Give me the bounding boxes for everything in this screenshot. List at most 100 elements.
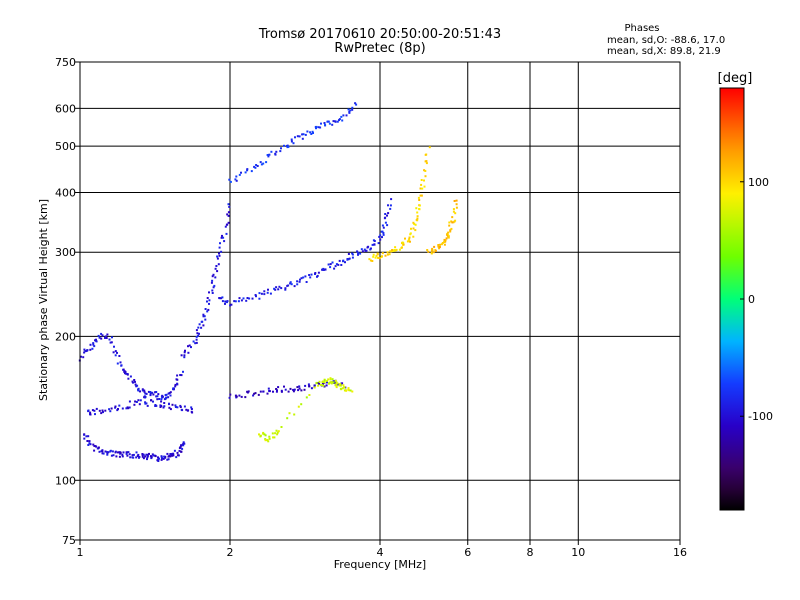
data-point — [139, 390, 141, 393]
data-point — [218, 297, 221, 299]
data-point — [419, 187, 422, 190]
x-tick-label: 2 — [227, 546, 234, 559]
data-point — [455, 206, 458, 209]
data-point — [434, 249, 437, 252]
data-point — [198, 332, 200, 335]
data-point — [382, 233, 385, 236]
data-point — [136, 455, 139, 457]
data-point — [250, 170, 253, 173]
data-point — [330, 382, 333, 385]
data-point — [309, 131, 312, 134]
data-point — [93, 445, 96, 447]
data-point — [386, 224, 389, 227]
data-point — [152, 400, 154, 403]
data-point — [158, 398, 161, 400]
data-point — [83, 437, 86, 440]
data-point — [146, 456, 149, 459]
data-point — [328, 382, 331, 385]
data-point — [108, 338, 111, 341]
data-point — [149, 455, 152, 458]
data-point — [354, 102, 357, 105]
data-point — [112, 351, 115, 354]
data-point — [92, 342, 95, 345]
data-point — [425, 162, 428, 165]
data-point — [386, 253, 389, 256]
data-point — [88, 442, 91, 445]
data-point — [235, 175, 238, 178]
data-point — [251, 297, 254, 300]
data-point — [347, 387, 350, 390]
data-point — [394, 246, 397, 249]
data-point — [280, 426, 283, 428]
data-point — [208, 302, 210, 305]
data-point — [317, 384, 320, 387]
data-point — [347, 258, 350, 261]
data-point — [165, 396, 168, 399]
data-point — [313, 386, 316, 389]
data-point — [341, 119, 344, 122]
data-point — [386, 251, 389, 254]
data-point — [106, 333, 109, 336]
data-point — [378, 235, 381, 238]
data-point — [129, 456, 132, 459]
phase-legend-o: mean, sd,O: -88.6, 17.0 — [607, 35, 725, 46]
data-point — [329, 377, 332, 380]
data-point — [324, 123, 326, 126]
data-point — [424, 160, 427, 163]
data-point — [121, 453, 124, 456]
data-point — [157, 393, 160, 396]
data-point — [126, 373, 129, 376]
data-point — [86, 440, 89, 442]
data-point — [132, 453, 135, 456]
data-point — [195, 335, 198, 338]
data-point — [382, 232, 385, 234]
data-point — [135, 451, 138, 454]
data-point — [369, 259, 372, 262]
data-point — [154, 455, 157, 458]
data-point — [409, 240, 411, 243]
data-point — [289, 387, 292, 390]
data-point — [87, 409, 90, 412]
data-point — [345, 114, 348, 117]
data-point — [322, 384, 325, 387]
data-point — [146, 458, 148, 461]
data-point — [414, 229, 417, 232]
data-point — [276, 433, 279, 436]
data-point — [246, 390, 249, 393]
data-point — [93, 449, 96, 452]
data-point — [246, 297, 249, 299]
data-point — [101, 409, 104, 412]
data-point — [91, 347, 94, 350]
data-point — [178, 449, 181, 452]
data-point — [305, 281, 308, 283]
data-point — [252, 394, 255, 397]
data-point — [82, 356, 85, 359]
data-point — [240, 395, 243, 398]
data-point — [144, 402, 147, 405]
data-point — [133, 403, 136, 406]
chart-title: Tromsø 20170610 20:50:00-20:51:43 — [258, 27, 501, 42]
x-tick-label: 16 — [673, 546, 687, 559]
data-point — [162, 457, 165, 460]
data-point — [246, 169, 249, 172]
data-point — [169, 391, 172, 394]
data-point — [233, 300, 236, 303]
data-point — [420, 179, 423, 181]
data-point — [310, 387, 313, 390]
data-point — [91, 409, 94, 412]
data-point — [128, 453, 131, 456]
data-point — [173, 387, 175, 390]
data-point — [183, 351, 186, 354]
data-point — [253, 392, 256, 395]
data-point — [109, 449, 112, 452]
data-point — [179, 404, 182, 407]
data-point — [326, 381, 328, 384]
data-point — [229, 180, 232, 183]
data-point — [348, 257, 351, 260]
x-tick-label: 10 — [571, 546, 585, 559]
data-point — [266, 439, 269, 442]
data-point — [181, 447, 184, 450]
data-point — [419, 194, 422, 197]
data-point — [441, 242, 444, 244]
data-point — [93, 409, 96, 412]
